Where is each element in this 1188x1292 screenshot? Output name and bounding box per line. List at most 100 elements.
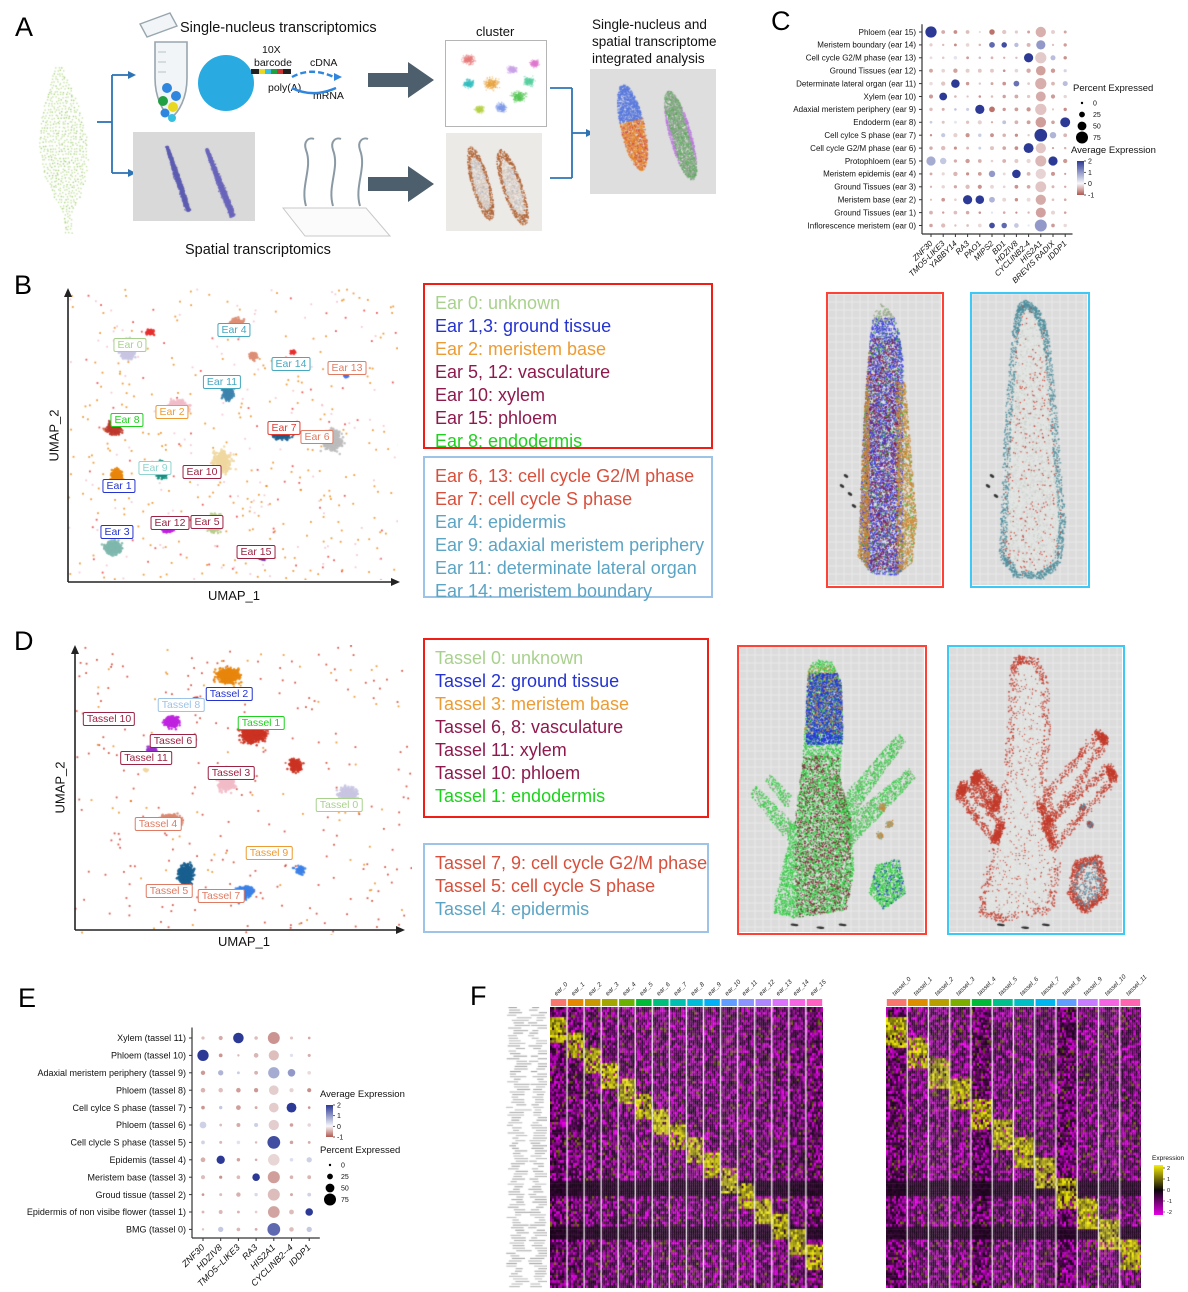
legend-item: Tassel 2: ground tissue — [435, 671, 620, 691]
legend-tick: 1 — [1088, 170, 1092, 177]
dotplot-dot — [289, 1175, 294, 1179]
legend-item: Ear 0: unknown — [435, 293, 561, 313]
tassel-umap-xlabel: UMAP_1 — [218, 934, 271, 949]
heatmap-column-label: ear_11 — [741, 979, 759, 997]
dotplot-dot — [953, 133, 958, 138]
dotplot-dot — [1014, 94, 1019, 99]
legend-item: Ear 5, 12: vasculature — [435, 362, 611, 382]
heatmap-column-label: ear_15 — [809, 978, 828, 997]
legend-tick: 1 — [337, 1113, 341, 1120]
dotplot-dot — [941, 145, 946, 151]
legend-item: Ear 7: cell cycle S phase — [435, 489, 633, 509]
heatmap-column-color — [772, 999, 789, 1006]
dotplot-row-label: Meristem base (ear 2) — [838, 196, 917, 205]
dotplot-dot — [307, 1123, 311, 1127]
dotplot-dot — [1062, 81, 1068, 87]
dotplot-dot — [254, 1036, 258, 1040]
dotplot-dot — [200, 1175, 206, 1180]
legend-tick: 0 — [341, 1163, 345, 1170]
dotplot-dot — [1063, 43, 1067, 47]
dotplot-dot — [941, 43, 945, 47]
umap-cluster-tag: Tassel 5 — [145, 884, 193, 898]
dotplot-dot — [1002, 172, 1006, 176]
legend-item: Ear 1,3: ground tissue — [435, 316, 612, 336]
umap-cluster-tag: Tassel 0 — [315, 798, 363, 812]
dotplot-dot — [219, 1105, 223, 1110]
dotplot-dot — [929, 210, 933, 215]
legend-item: Tassel 4: epidermis — [435, 899, 590, 919]
dotplot-dot — [201, 1193, 205, 1196]
dotplot-dot — [307, 1036, 311, 1040]
dotplot-dot — [1026, 197, 1031, 202]
dotplot-dot — [1015, 56, 1018, 60]
dotplot-dot — [953, 146, 957, 150]
dotplot-dot — [218, 1035, 223, 1041]
dotplot-dot — [941, 81, 946, 86]
dotplot-dot — [978, 95, 982, 98]
dotplot-row-label: Phloem (tassel 8) — [116, 1085, 186, 1095]
dotplot-dot — [965, 43, 970, 47]
dotplot-dot — [1063, 107, 1067, 112]
dotplot-dot — [1051, 147, 1055, 150]
dotplot-dot — [267, 1188, 280, 1201]
legend-title: Percent Expressed — [320, 1145, 400, 1156]
legend-tick: 25 — [1093, 112, 1101, 119]
ear-umap-axes — [64, 288, 400, 586]
dotplot-dot — [1027, 134, 1030, 137]
legend-item: Ear 9: adaxial meristem periphery — [435, 535, 705, 555]
dotplot-dot — [1051, 185, 1055, 189]
dotplot-dot — [1051, 210, 1055, 215]
spatial-title: Spatial transcriptomics — [185, 242, 331, 258]
heatmap-column-label: tassel_9 — [1082, 976, 1104, 998]
dotplot-dot — [966, 172, 970, 176]
umap-cluster-tag: Tassel 11 — [120, 751, 172, 765]
dotplot-dot — [253, 1053, 259, 1058]
dotplot-dot — [1026, 94, 1031, 99]
dotplot-dot — [1002, 69, 1006, 73]
dotplot-dot — [236, 1192, 241, 1197]
umap-cluster-tag: Tassel 8 — [157, 698, 205, 712]
dotplot-row-label: Cell cycle G2/M phase (ear 6) — [810, 144, 916, 153]
legend-item: Tassel 11: xylem — [435, 740, 567, 760]
dotplot-dot — [1063, 133, 1068, 138]
dotplot-dot — [929, 223, 933, 228]
heatmap-column-label: ear_9 — [707, 981, 724, 998]
dotplot-dot — [306, 1157, 312, 1163]
dotplot-dot — [977, 172, 982, 176]
expression-legend-title: Expression — [1152, 1155, 1185, 1162]
umap-cluster-tag: Ear 12 — [150, 516, 190, 530]
dotplot-dot — [1035, 65, 1046, 76]
dotplot-row-label: Cell cylce S phase (ear 7) — [824, 131, 916, 140]
dotplot-dot — [1064, 172, 1067, 175]
umap-cluster-tag: Ear 14 — [271, 357, 311, 371]
dotplot-dot — [1035, 142, 1046, 154]
dotplot-dot — [1002, 211, 1006, 214]
heatmap-column-label: tassel_1 — [912, 976, 934, 998]
dotplot-dot — [941, 107, 945, 111]
heatmap-column-color — [1078, 999, 1098, 1006]
dotplot-dot — [1051, 81, 1055, 86]
dotplot-dot — [1063, 69, 1067, 73]
heatmap-column-color — [1099, 999, 1119, 1006]
tassel-annotation-legend-red: Tassel 0: unknown Tassel 2: ground tissue… — [423, 638, 709, 818]
dotplot-dot — [201, 1210, 205, 1214]
tassel-heatmap-column-headers: tassel_0 tassel_1 tassel_2 tassel_3 tassel_4… — [886, 973, 1149, 1006]
dotplot-dot — [953, 120, 957, 124]
integrated-caption-line: Single-nucleus and — [592, 17, 707, 32]
dotplot-dot — [1026, 171, 1031, 176]
dotplot-dot — [925, 26, 937, 38]
dotplot-dot — [1023, 143, 1034, 154]
expression-legend-tick: 0 — [1167, 1188, 1170, 1194]
dotplot-dot — [289, 1158, 294, 1162]
ear-marker-dotplot: Phloem (ear 15) Meristem boundary (ear 14… — [793, 24, 1156, 285]
dotplot-dot — [929, 43, 933, 47]
legend-item: Tassel 1: endodermis — [435, 786, 606, 806]
dotplot-dot — [1002, 146, 1007, 150]
dotplot-dot — [1050, 55, 1056, 61]
legend-title: Percent Expressed — [1073, 83, 1153, 94]
dotplot-dot — [989, 106, 995, 113]
panel-a-label: A — [15, 12, 34, 42]
umap-cluster-tag: Ear 7 — [267, 421, 301, 435]
heatmap-column-label: ear_2 — [587, 981, 604, 998]
dotplot-dot — [1014, 146, 1019, 150]
